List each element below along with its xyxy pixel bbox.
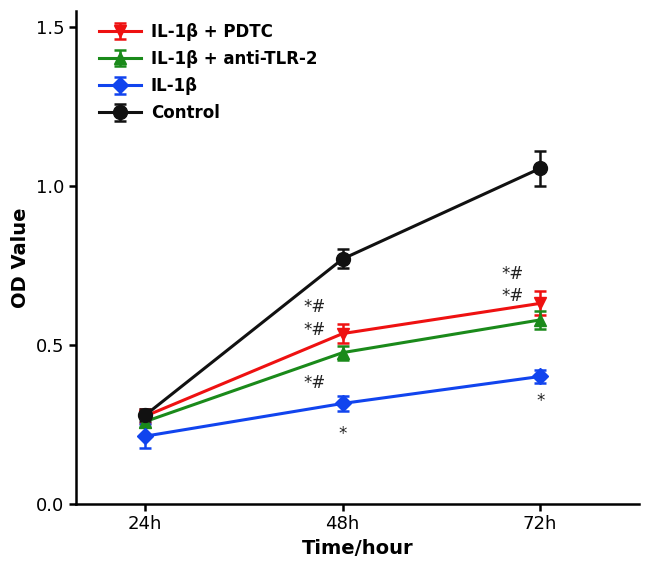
Text: *#: *# <box>304 321 326 339</box>
Text: *#: *# <box>501 265 524 283</box>
Legend: IL-1β + PDTC, IL-1β + anti-TLR-2, IL-1β, Control: IL-1β + PDTC, IL-1β + anti-TLR-2, IL-1β,… <box>96 19 320 126</box>
Text: *: * <box>536 393 544 410</box>
Text: *#: *# <box>304 298 326 316</box>
Text: *#: *# <box>304 374 326 391</box>
Y-axis label: OD Value: OD Value <box>11 207 30 308</box>
X-axis label: Time/hour: Time/hour <box>302 539 413 558</box>
Text: *#: *# <box>501 287 524 306</box>
Text: *: * <box>339 424 347 443</box>
